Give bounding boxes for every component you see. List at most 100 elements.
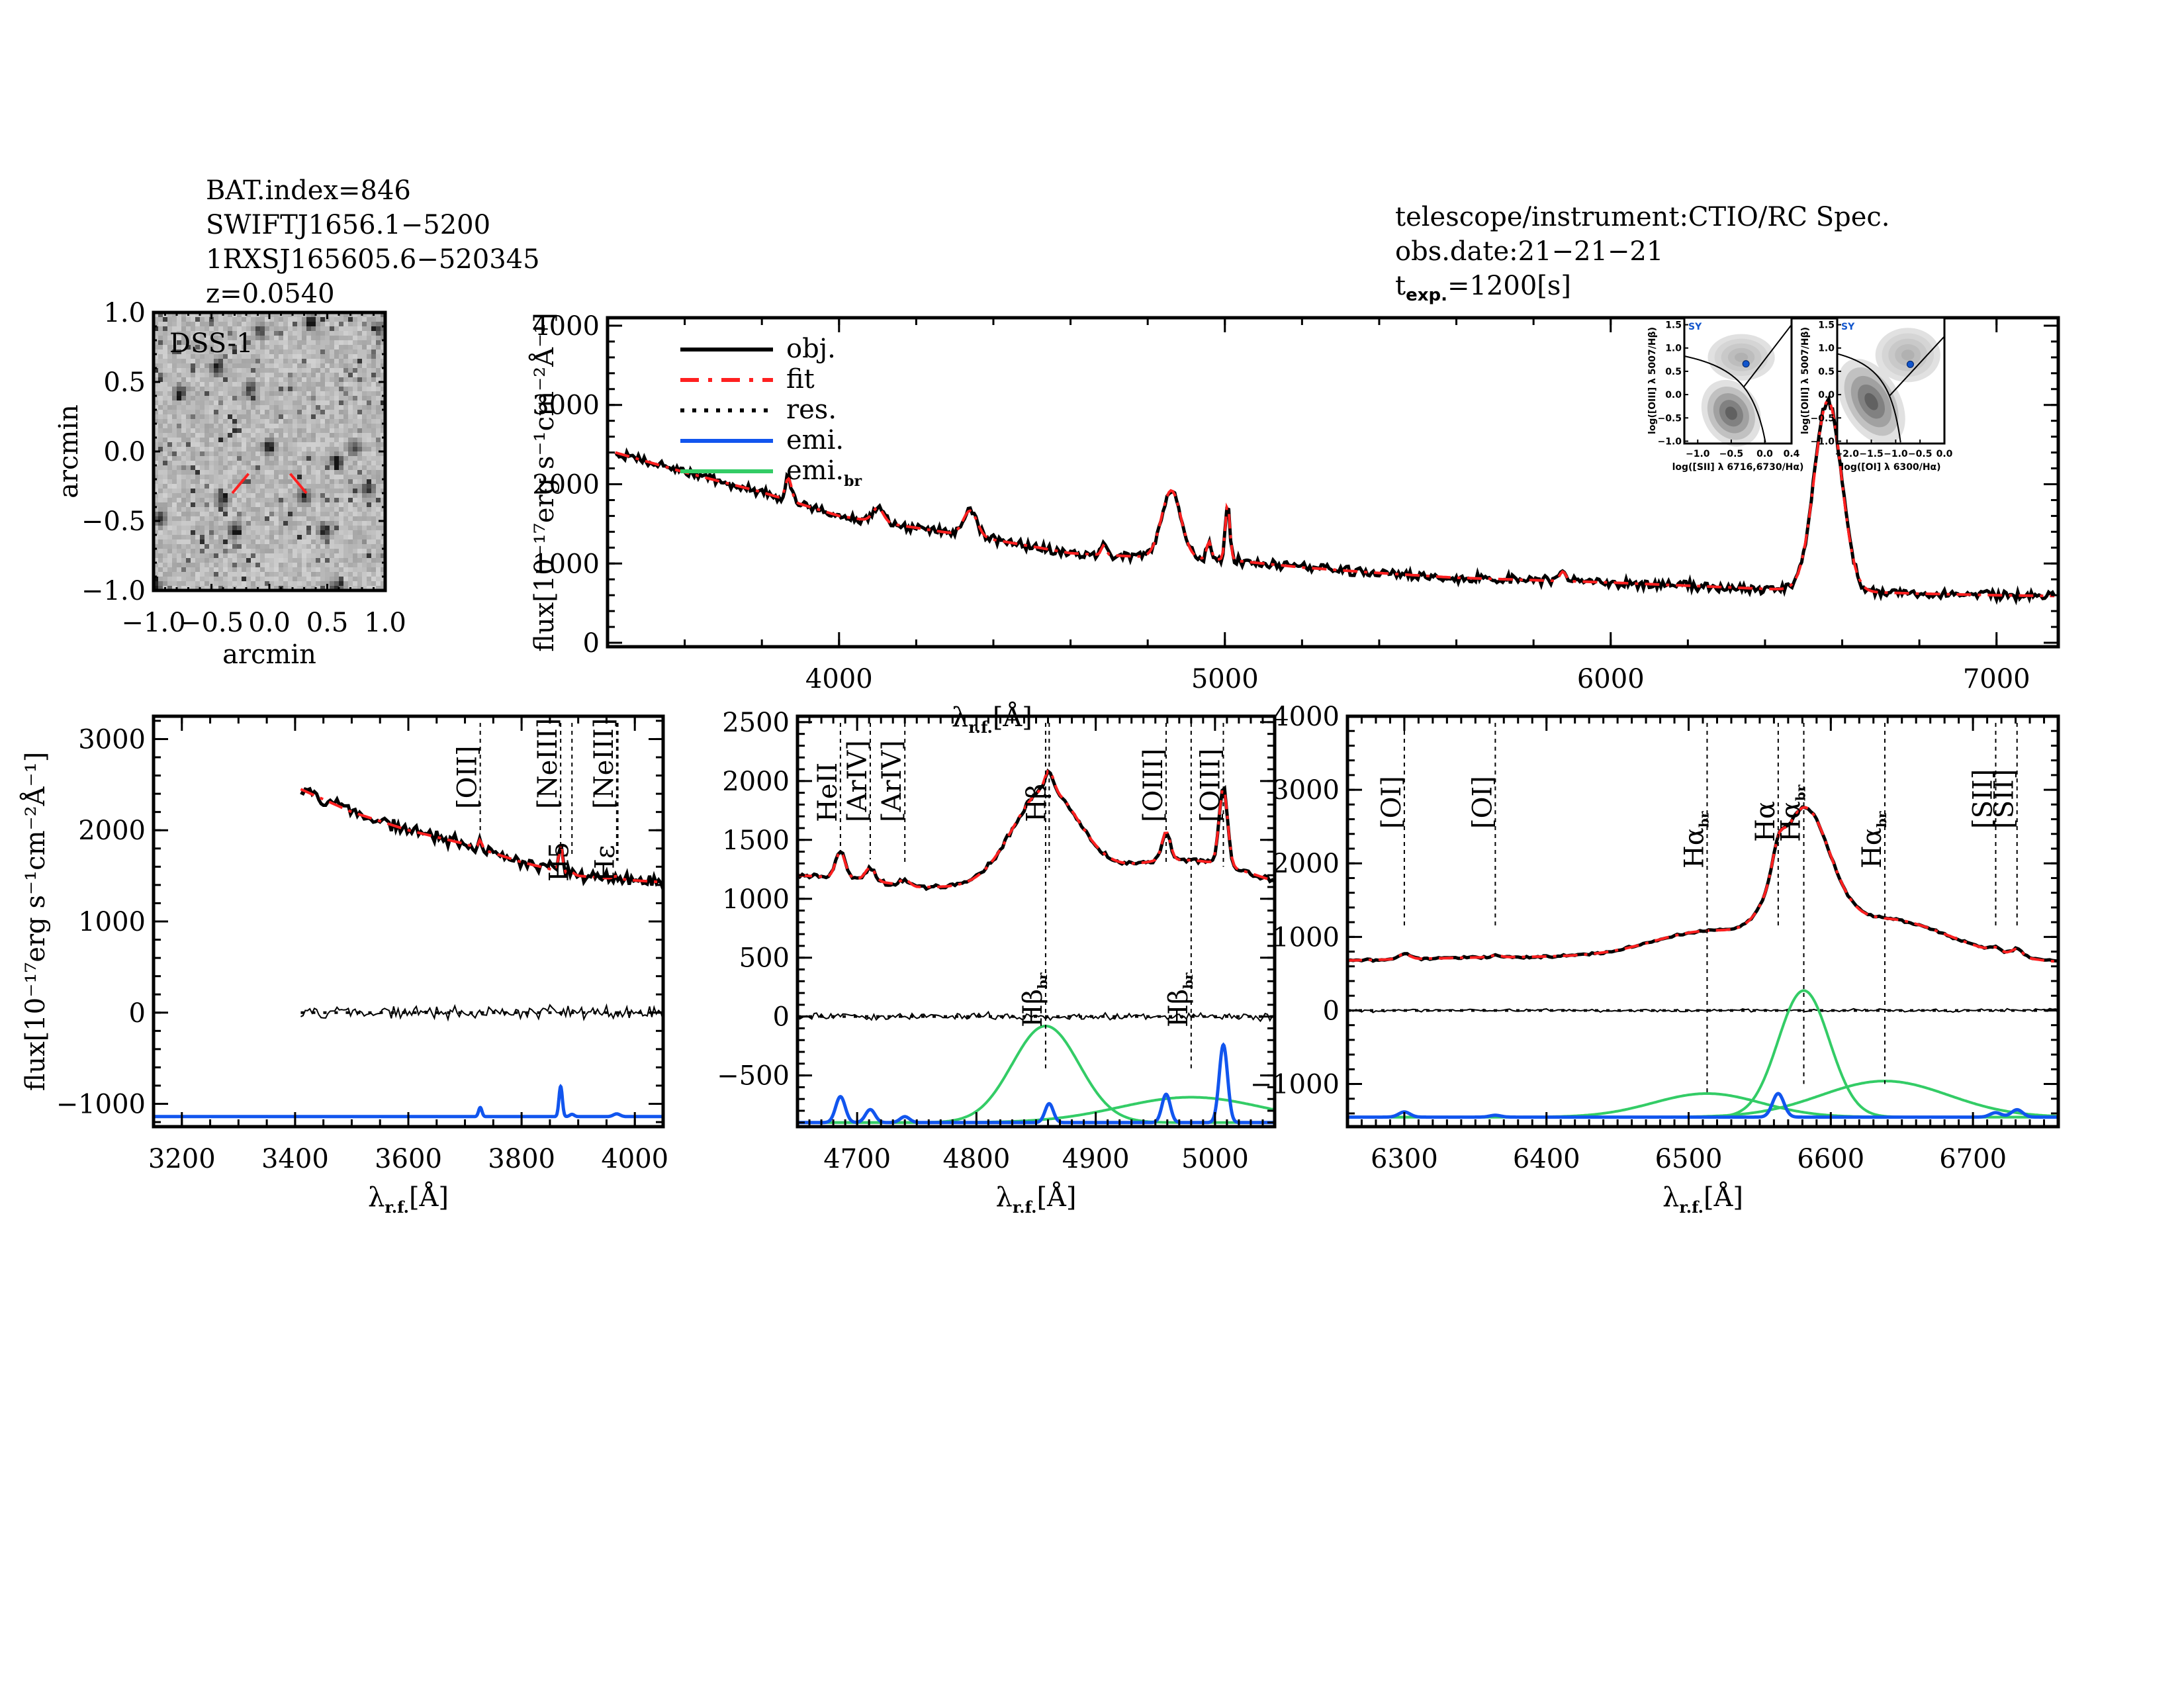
dss-xtick-label: 0.0 (248, 608, 291, 638)
dss-pixel (205, 359, 210, 364)
dss-pixel (325, 368, 330, 373)
dss-pixel (218, 391, 224, 397)
dss-pixel (214, 317, 219, 322)
dss-pixel (218, 498, 224, 503)
dss-pixel (163, 489, 168, 494)
dss-pixel (218, 410, 224, 415)
dss-pixel (306, 461, 312, 466)
dss-pixel (232, 331, 238, 336)
dss-pixel (242, 410, 247, 415)
dss-pixel (228, 428, 233, 434)
dss-pixel (362, 502, 367, 508)
dss-pixel (186, 535, 191, 540)
dss-pixel (265, 410, 270, 415)
dss-pixel (279, 484, 284, 489)
dss-pixel (255, 553, 261, 559)
dss-pixel (223, 322, 228, 327)
dss-pixel (209, 558, 214, 563)
dss-pixel (260, 461, 265, 466)
dss-pixel (381, 558, 386, 563)
dss-pixel (334, 484, 340, 489)
dss-pixel (348, 553, 353, 559)
dss-pixel (260, 563, 265, 568)
dss-pixel (320, 326, 326, 332)
dss-pixel (274, 373, 279, 378)
dss-pixel (343, 484, 349, 489)
dss-pixel (260, 322, 265, 327)
dss-pixel (376, 350, 381, 355)
dss-pixel (306, 470, 312, 475)
dss-pixel (283, 424, 289, 429)
dss-pixel (205, 577, 210, 582)
dss-pixel (311, 549, 316, 554)
dss-pixel (154, 414, 159, 420)
dss-pixel (246, 419, 251, 424)
dss-pixel (357, 447, 363, 452)
dss-pixel (302, 331, 307, 336)
dss-pixel (186, 340, 191, 346)
panel-hbeta-panel: HeII [ArIV] [ArIV] Hβ [OIII] [OIII]HβbrHβbr47… (717, 708, 1277, 1217)
full-spectrum-panel: 4000 5000 6000 700001000200030004000λr.f.[Å… (529, 311, 2060, 737)
dss-pixel (200, 447, 205, 452)
dss-pixel (167, 391, 173, 397)
dss-pixel (255, 456, 261, 461)
dss-pixel (330, 322, 335, 327)
dss-pixel (265, 475, 270, 480)
dss-pixel (167, 493, 173, 498)
dss-pixel (348, 340, 353, 346)
dss-pixel (218, 544, 224, 549)
dss-pixel (223, 368, 228, 373)
dss-pixel (334, 535, 340, 540)
dss-pixel (293, 461, 298, 466)
dss-pixel (209, 470, 214, 475)
dss-pixel (311, 433, 316, 438)
dss-pixel (167, 400, 173, 406)
dss-pixel (191, 521, 196, 526)
dss-pixel (260, 544, 265, 549)
dss-pixel (251, 516, 256, 522)
dss-pixel (218, 502, 224, 508)
dss-pixel (232, 461, 238, 466)
panel-halpha-3-marker-label: Hα (1751, 801, 1781, 842)
dss-pixel (205, 373, 210, 378)
dss-pixel (237, 502, 242, 508)
dss-pixel (274, 475, 279, 480)
dss-pixel (242, 354, 247, 359)
dss-pixel (251, 382, 256, 387)
dss-pixel (339, 382, 344, 387)
dss-pixel (214, 410, 219, 415)
dss-pixel (265, 442, 270, 447)
dss-pixel (316, 405, 321, 410)
dss-pixel (246, 456, 251, 461)
dss-ylabel: arcmin (54, 404, 84, 498)
dss-pixel (251, 456, 256, 461)
dss-pixel (195, 377, 201, 383)
dss-pixel (177, 577, 182, 582)
dss-pixel (172, 438, 177, 443)
dss-pixel (306, 502, 312, 508)
dss-pixel (357, 336, 363, 341)
full-spectrum-frame (606, 316, 2060, 649)
dss-pixel (228, 331, 233, 336)
dss-pixel (269, 493, 275, 498)
dss-pixel (339, 539, 344, 545)
dss-pixel (232, 512, 238, 517)
dss-pixel (186, 317, 191, 322)
dss-pixel (343, 572, 349, 577)
dss-pixel (163, 382, 168, 387)
dss-pixel (223, 400, 228, 406)
dss-pixel (274, 447, 279, 452)
dss-pixel (367, 340, 372, 346)
dss-pixel (255, 317, 261, 322)
dss-pixel (316, 447, 321, 452)
dss-pixel (274, 340, 279, 346)
dss-pixel (265, 322, 270, 327)
dss-pixel (246, 414, 251, 420)
dss-pixel (223, 526, 228, 531)
dss-pixel (293, 581, 298, 586)
dss-pixel (297, 428, 302, 434)
dss-pixel (339, 489, 344, 494)
panel-hbeta-xtick-label: 4900 (1062, 1144, 1130, 1174)
dss-pixel (228, 359, 233, 364)
dss-pixel (228, 424, 233, 429)
